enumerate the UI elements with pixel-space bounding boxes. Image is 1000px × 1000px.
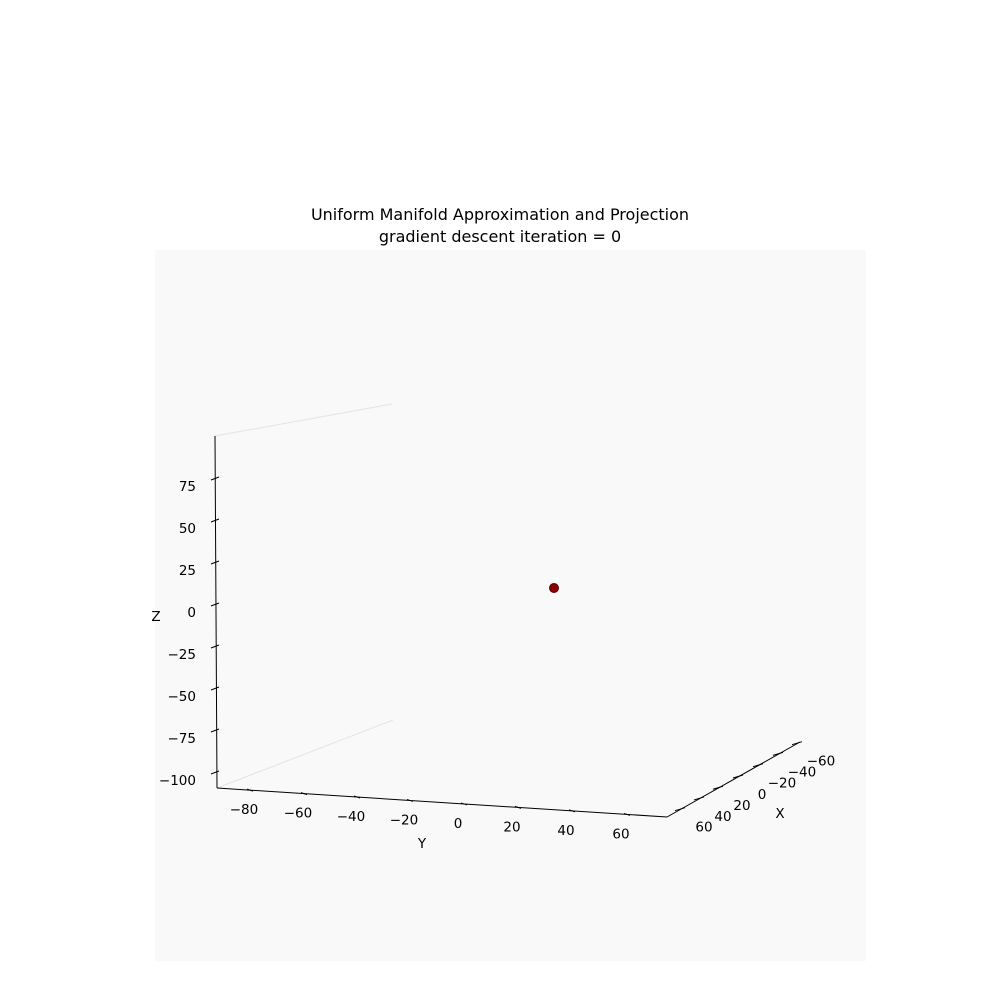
z-tick-label: −75 xyxy=(168,731,197,747)
z-tick-mark xyxy=(210,560,220,565)
y-tick-label: −80 xyxy=(230,802,259,818)
y-tick-mark xyxy=(568,809,576,813)
y-tick-mark xyxy=(246,788,254,792)
z-tick-mark xyxy=(210,602,220,607)
y-tick-label: 60 xyxy=(612,826,629,842)
z-tick-mark xyxy=(210,476,220,481)
x-tick-mark xyxy=(752,763,764,768)
y-tick-mark xyxy=(406,798,414,802)
z-tick-label: −50 xyxy=(168,689,197,705)
z-tick-mark xyxy=(210,770,220,775)
z-axis-label: Z xyxy=(151,609,160,625)
x-tick-label: −40 xyxy=(788,764,817,780)
axes-background xyxy=(155,250,866,961)
y-tick-mark xyxy=(623,812,631,816)
z-tick-label: 25 xyxy=(179,563,196,579)
axis-lines xyxy=(214,435,801,818)
x-axis-line xyxy=(666,741,801,818)
pane-edges xyxy=(214,403,394,789)
x-tick-label: 60 xyxy=(695,820,712,836)
z-axis-line xyxy=(214,435,218,789)
x-tick-mark xyxy=(674,807,686,812)
z-tick-label: 50 xyxy=(179,521,196,537)
y-axis-label: Y xyxy=(417,836,427,852)
y-tick-label: −40 xyxy=(337,809,366,825)
x-tick-label: 40 xyxy=(714,809,731,825)
z-tick-label: 0 xyxy=(187,605,196,621)
z-tick-mark xyxy=(210,728,220,733)
data-point xyxy=(549,583,559,593)
y-tick-mark xyxy=(353,795,361,799)
y-tick-mark xyxy=(460,802,468,806)
y-tick-label: 40 xyxy=(557,823,574,839)
z-tick-label: −25 xyxy=(168,647,197,663)
pane-edge-top xyxy=(214,403,393,437)
x-axis-label: X xyxy=(775,806,784,822)
y-tick-label: 0 xyxy=(454,816,463,832)
z-tick-mark xyxy=(210,644,220,649)
x-tick-mark xyxy=(712,785,724,790)
z-tick-label: 75 xyxy=(179,479,196,495)
y-axis-ticks: −80 −60 −40 −20 0 20 40 60 xyxy=(230,788,631,842)
y-tick-mark xyxy=(514,805,522,809)
y-tick-label: −60 xyxy=(284,806,313,822)
y-tick-label: 20 xyxy=(503,819,520,835)
y-tick-label: −20 xyxy=(390,812,419,828)
chart-subtitle: gradient descent iteration = 0 xyxy=(378,227,622,246)
x-tick-label: −20 xyxy=(768,776,797,792)
x-tick-mark xyxy=(693,796,705,801)
x-tick-label: 20 xyxy=(733,798,750,814)
x-tick-mark xyxy=(732,774,744,779)
chart-title: Uniform Manifold Approximation and Proje… xyxy=(310,205,690,224)
z-tick-label: −100 xyxy=(159,773,196,789)
z-tick-mark xyxy=(210,686,220,691)
y-tick-mark xyxy=(300,792,308,796)
data-points xyxy=(549,583,559,593)
x-tick-mark xyxy=(791,741,803,746)
x-tick-mark xyxy=(772,751,784,756)
z-axis-ticks: 75 50 25 0 −25 −50 −75 −100 xyxy=(159,476,220,789)
pane-edge-bottom xyxy=(216,719,394,789)
x-tick-label: −60 xyxy=(807,754,836,770)
x-tick-label: 0 xyxy=(758,787,767,803)
z-tick-mark xyxy=(210,518,220,523)
y-axis-line xyxy=(216,787,668,818)
